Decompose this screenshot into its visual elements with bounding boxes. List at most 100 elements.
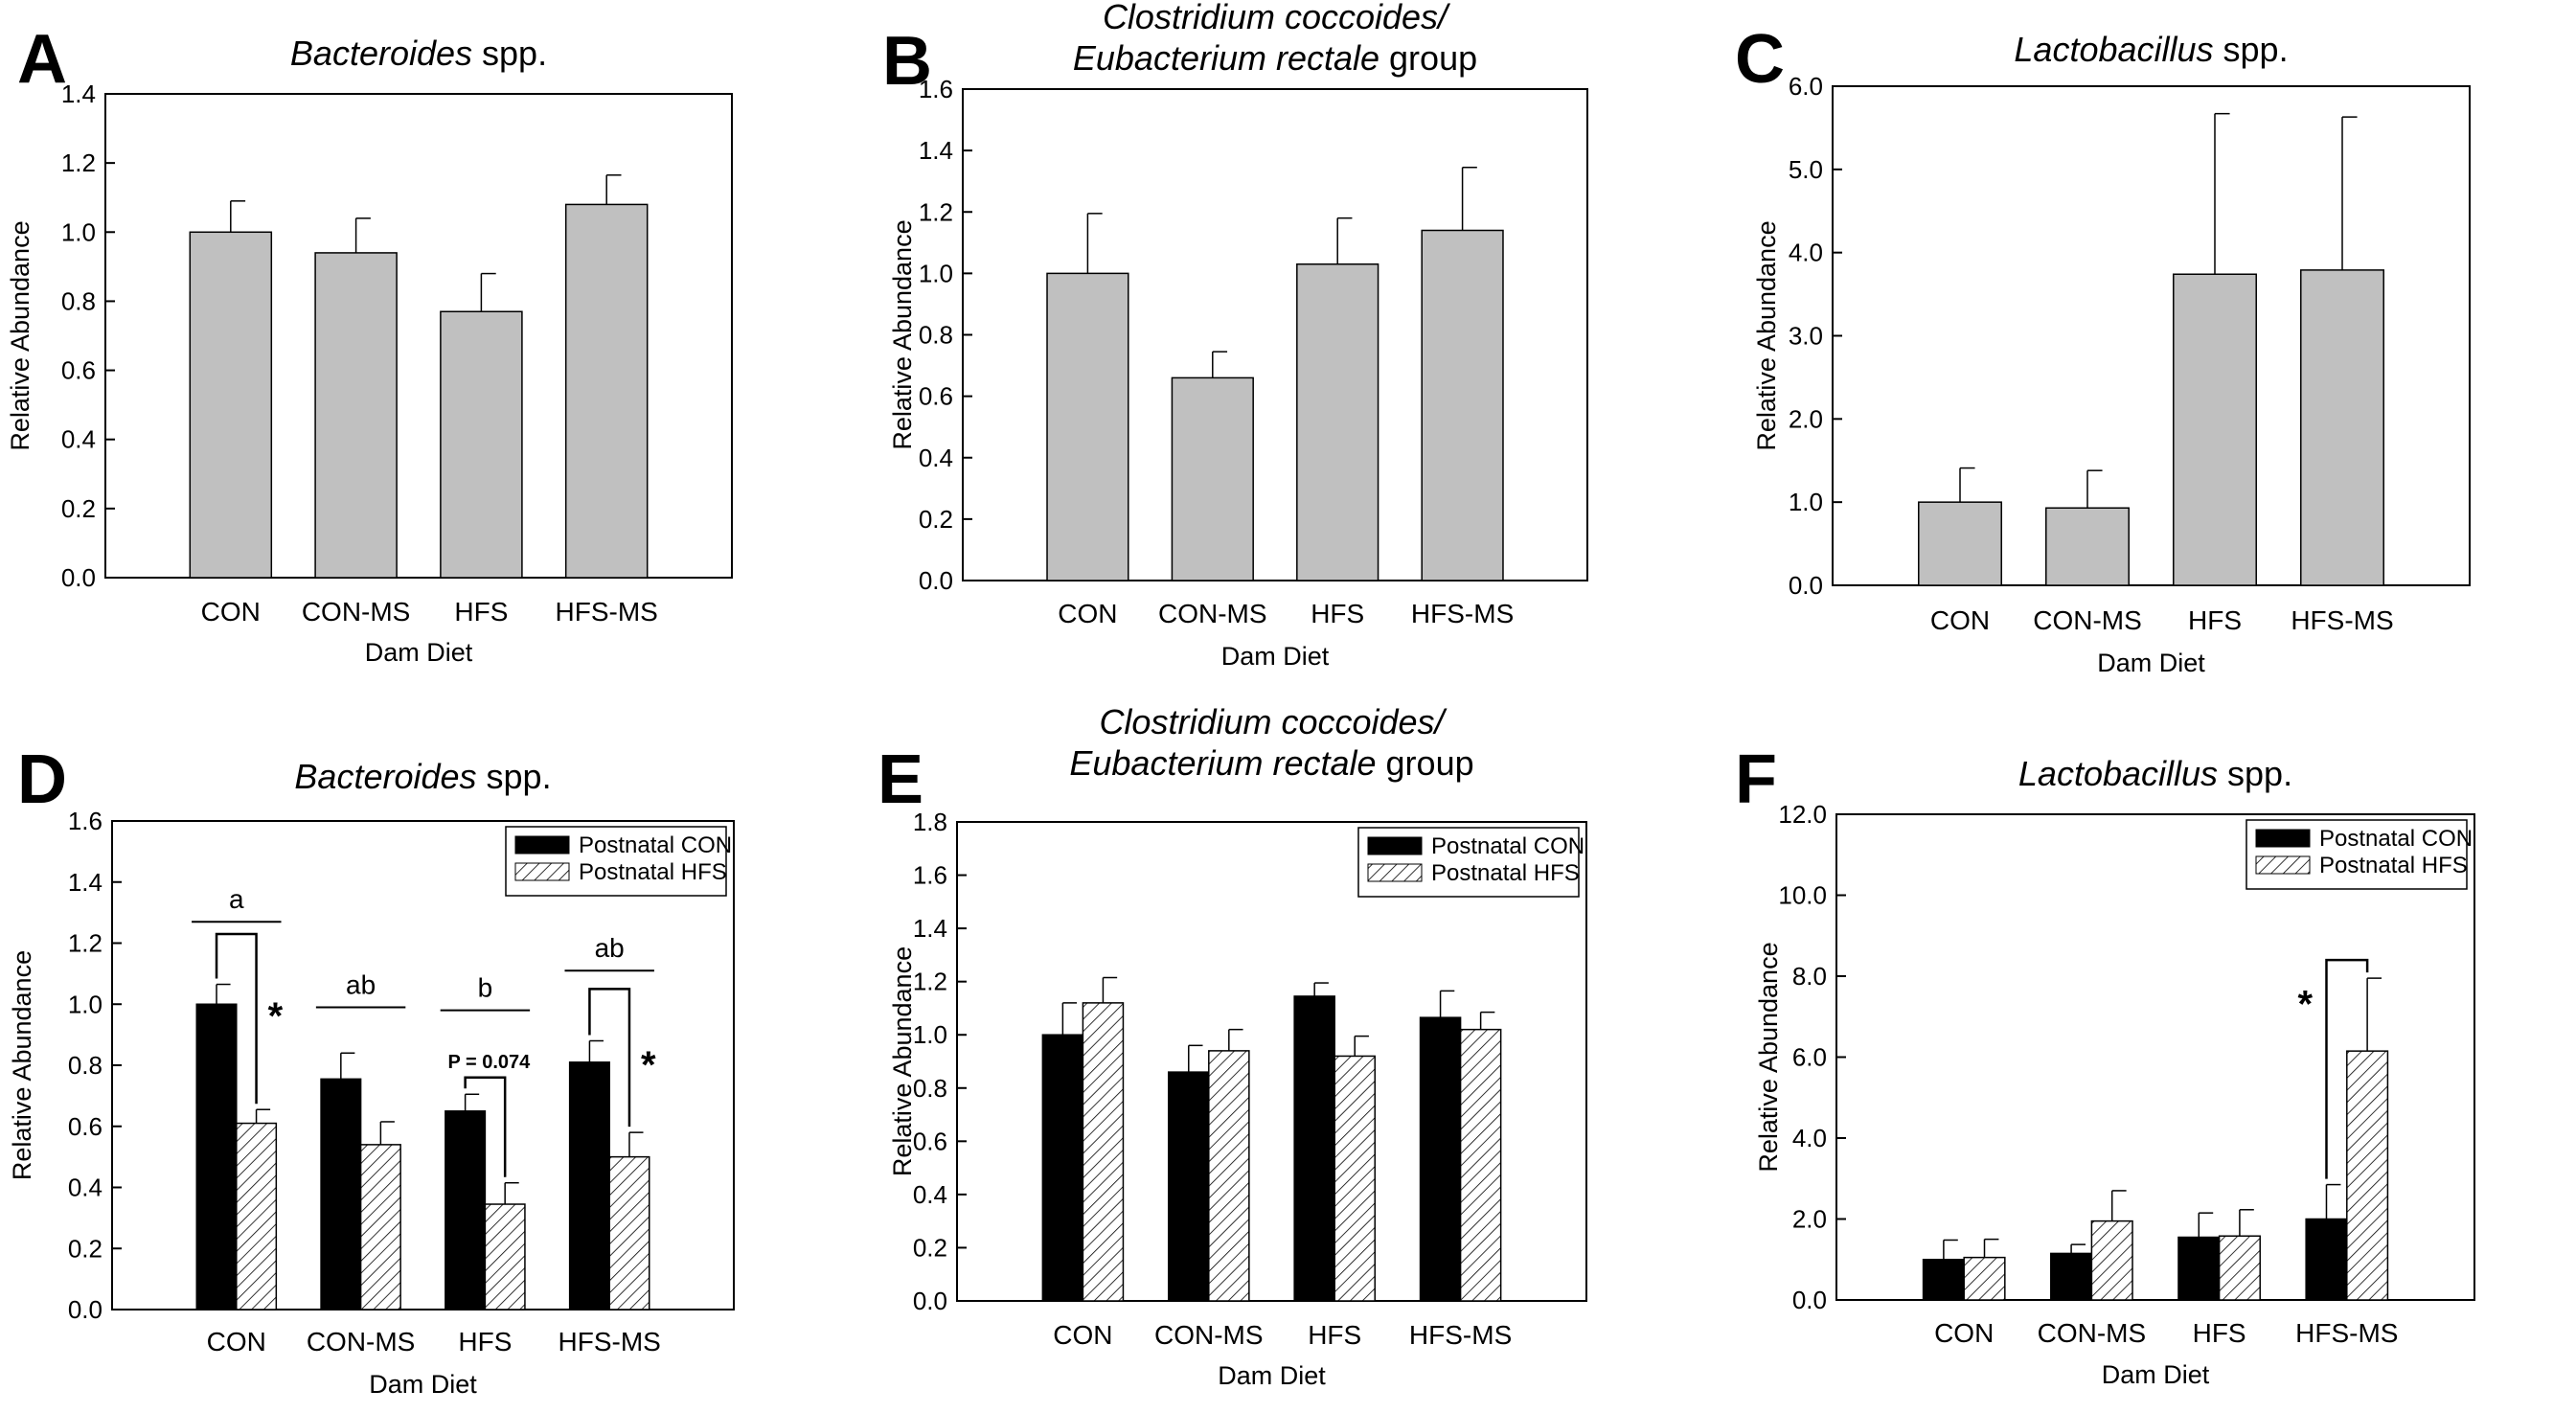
bar-postnatal-hfs bbox=[236, 1122, 278, 1310]
y-tick-label: 0.6 bbox=[913, 1127, 947, 1155]
y-tick-label: 6.0 bbox=[1789, 72, 1823, 101]
title-suffix: group bbox=[1377, 743, 1474, 783]
bar bbox=[314, 252, 398, 579]
bar-postnatal-con bbox=[2177, 1236, 2221, 1301]
y-tick-label: 1.6 bbox=[919, 75, 953, 103]
category-label: HFS-MS bbox=[1409, 1320, 1512, 1350]
bar-postnatal-hfs bbox=[2218, 1235, 2261, 1301]
y-tick-label: 2.0 bbox=[1792, 1205, 1827, 1234]
bar bbox=[1296, 263, 1379, 581]
x-axis-label: Dam Diet bbox=[1221, 642, 1330, 671]
y-axis-label: Relative Abundance bbox=[888, 219, 917, 449]
category-label: CON-MS bbox=[2033, 605, 2142, 635]
y-tick-label: 4.0 bbox=[1792, 1124, 1827, 1152]
chart-title-line1: Clostridium coccoides/ bbox=[1103, 0, 1451, 36]
category-label: HFS bbox=[458, 1327, 512, 1356]
y-axis-label: Relative Abundance bbox=[8, 950, 36, 1180]
y-tick-label: 1.4 bbox=[68, 868, 103, 897]
significance-bracket bbox=[588, 988, 631, 1128]
y-tick-label: 1.0 bbox=[61, 217, 96, 246]
category-label: CON-MS bbox=[1158, 599, 1267, 628]
chart-title: Bacteroides spp. bbox=[294, 757, 551, 796]
bar bbox=[2045, 507, 2130, 586]
bar-postnatal-hfs bbox=[1334, 1055, 1376, 1302]
category-label: CON-MS bbox=[307, 1327, 416, 1356]
chart-f: F Lactobacillus spp. 0.0 2.0 4.0 6.0 8.0 10.0 12… bbox=[1735, 741, 2475, 1389]
y-tick-label: 1.0 bbox=[68, 990, 103, 1018]
bar-postnatal-hfs bbox=[359, 1144, 401, 1310]
significance-bracket bbox=[215, 932, 258, 1105]
bar-postnatal-con bbox=[2050, 1252, 2093, 1301]
chart-d: D Bacteroides spp. 0.0 0.2 0.4 0.6 0.8 1.0 1.2 1.… bbox=[8, 741, 735, 1399]
category-label: HFS-MS bbox=[559, 1327, 661, 1356]
x-axis-label: Dam Diet bbox=[2102, 1360, 2210, 1389]
panel-label-f: F bbox=[1735, 741, 1777, 818]
legend-swatch bbox=[514, 835, 570, 855]
bar-postnatal-hfs bbox=[1459, 1028, 1502, 1302]
bar-postnatal-con bbox=[1168, 1071, 1210, 1302]
y-tick-label: 0.0 bbox=[68, 1295, 103, 1324]
bar-postnatal-hfs bbox=[1208, 1050, 1250, 1302]
legend-swatch bbox=[514, 862, 570, 881]
y-tick-label: 0.0 bbox=[61, 563, 96, 592]
y-tick-label: 1.0 bbox=[913, 1020, 947, 1049]
category-label: CON bbox=[201, 597, 261, 627]
y-tick-label: 0.0 bbox=[1792, 1286, 1827, 1314]
y-tick-label: 0.4 bbox=[68, 1174, 103, 1202]
title-italic: Lactobacillus bbox=[2014, 30, 2213, 69]
category-label: CON bbox=[207, 1327, 266, 1356]
category-label: CON bbox=[1934, 1318, 1994, 1348]
legend-label: Postnatal CON bbox=[579, 832, 732, 858]
y-tick-label: 5.0 bbox=[1789, 155, 1823, 184]
legend-label: Postnatal HFS bbox=[579, 859, 727, 885]
panel-label-e: E bbox=[878, 741, 923, 818]
title-suffix: spp. bbox=[2218, 754, 2292, 793]
y-tick-label: 1.2 bbox=[61, 148, 96, 177]
y-tick-label: 0.6 bbox=[919, 382, 953, 411]
title-suffix: group bbox=[1379, 38, 1477, 78]
title-suffix: spp. bbox=[472, 34, 547, 73]
y-tick-label: 1.2 bbox=[68, 929, 103, 958]
y-tick-label: 8.0 bbox=[1792, 962, 1827, 991]
y-tick-label: 1.4 bbox=[919, 136, 953, 165]
legend-swatch bbox=[1367, 863, 1423, 882]
y-tick-label: 1.4 bbox=[913, 914, 947, 943]
y-tick-label: 0.8 bbox=[913, 1074, 947, 1103]
y-tick-label: 2.0 bbox=[1789, 404, 1823, 433]
y-tick-label: 10.0 bbox=[1778, 881, 1827, 910]
category-label: CON-MS bbox=[2038, 1318, 2147, 1348]
title-italic: Bacteroides bbox=[294, 757, 476, 796]
chart-title: Bacteroides spp. bbox=[290, 34, 547, 73]
title-italic: Bacteroides bbox=[290, 34, 472, 73]
category-label: CON bbox=[1930, 605, 1990, 635]
chart-a: A Bacteroides spp. 0.0 0.2 0.4 0.6 0.8 1.0 1.2 1.… bbox=[6, 21, 733, 667]
title-italic: Eubacterium rectale bbox=[1069, 743, 1376, 783]
category-label: CON bbox=[1058, 599, 1117, 628]
y-tick-label: 4.0 bbox=[1789, 239, 1823, 267]
bar-postnatal-con bbox=[1293, 995, 1335, 1302]
p-value-label: P = 0.074 bbox=[447, 1052, 531, 1073]
chart-title-line2: Eubacterium rectale group bbox=[1073, 38, 1477, 78]
panel-label-a: A bbox=[17, 21, 67, 98]
category-label: HFS bbox=[2193, 1318, 2246, 1348]
y-tick-label: 0.6 bbox=[68, 1112, 103, 1141]
chart-title-line2: Eubacterium rectale group bbox=[1069, 743, 1473, 783]
chart-b: B Clostridium coccoides/Eubacterium recta… bbox=[882, 0, 1588, 671]
y-axis-label: Relative Abundance bbox=[1752, 220, 1781, 450]
y-tick-label: 0.2 bbox=[913, 1233, 947, 1262]
y-tick-label: 0.4 bbox=[61, 425, 96, 454]
panel-e: E Clostridium coccoides/Eubacterium recta… bbox=[858, 702, 1717, 1413]
panel-label-c: C bbox=[1735, 21, 1785, 98]
category-label: HFS-MS bbox=[2291, 605, 2393, 635]
bar-postnatal-hfs bbox=[1963, 1256, 2006, 1301]
bar-postnatal-hfs bbox=[484, 1203, 526, 1310]
bar bbox=[2173, 273, 2257, 586]
significance-bracket bbox=[2325, 958, 2369, 1179]
bar bbox=[1421, 229, 1504, 581]
x-axis-label: Dam Diet bbox=[2097, 649, 2205, 677]
category-label: CON-MS bbox=[1154, 1320, 1264, 1350]
panel-b: B Clostridium coccoides/Eubacterium recta… bbox=[858, 0, 1717, 706]
group-letter: ab bbox=[595, 933, 625, 963]
title-suffix: spp. bbox=[477, 757, 552, 796]
bar-postnatal-hfs bbox=[608, 1155, 650, 1310]
